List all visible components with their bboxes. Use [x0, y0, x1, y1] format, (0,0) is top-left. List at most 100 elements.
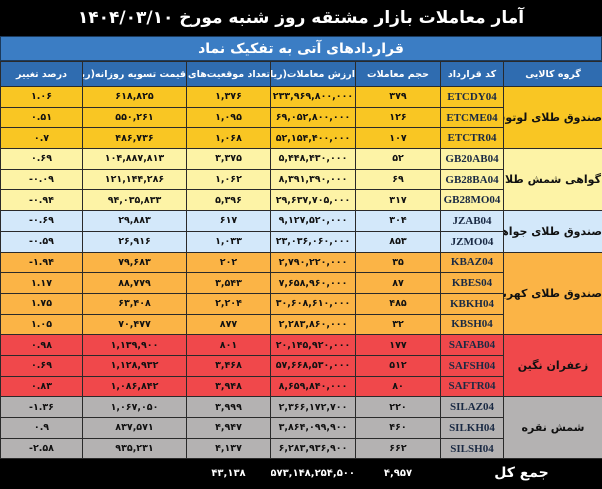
settlement-price-cell: ۱۲۱,۱۴۴,۲۸۶ — [82, 168, 187, 191]
group-name: صندوق طلای لوتوس — [503, 85, 602, 150]
contract-code: KBAZ04 — [440, 251, 504, 274]
value-cell: ۸,۶۵۹,۸۴۰,۰۰۰ — [270, 375, 356, 398]
settlement-price-cell: ۹۴,۰۳۵,۸۳۳ — [82, 189, 187, 212]
volume-cell: ۸۵۳ — [355, 230, 441, 253]
open-positions-cell: ۳,۹۴۸ — [186, 375, 271, 398]
open-positions-cell: ۱,۳۷۶ — [186, 86, 271, 108]
contract-code: ETCTR04 — [440, 127, 504, 150]
table-row: GB28MO04 ۳۱۷ ۲۹,۶۳۷,۷۰۵,۰۰۰ ۵,۳۹۶ ۹۴,۰۳۵,۸۳۳… — [0, 189, 602, 212]
open-positions-cell: ۳,۳۷۵ — [186, 148, 271, 170]
value-cell: ۳,۸۶۴,۰۹۹,۹۰۰ — [270, 417, 356, 439]
volume-cell: ۳۰۴ — [355, 210, 441, 232]
group-name: گواهی شمش طلا — [503, 148, 602, 212]
change-percent-cell: -۰.۵۹ — [0, 230, 83, 253]
settlement-price-cell: ۲۹,۸۸۳ — [82, 210, 187, 232]
settlement-price-cell: ۱,۰۸۶,۸۴۲ — [82, 375, 187, 398]
contract-code: SILSH04 — [440, 437, 504, 460]
group-name: صندوق طلای جواهر — [503, 210, 602, 253]
open-positions-cell: ۱,۰۶۲ — [186, 168, 271, 191]
table-subtitle: قراردادهای آتی به تفکیک نماد — [0, 36, 602, 61]
table-row: KBSH04 ۳۲ ۲,۲۸۳,۸۶۰,۰۰۰ ۸۷۷ ۷۰,۴۷۷ ۱.۰۵ — [0, 313, 602, 336]
value-cell: ۶,۲۸۳,۹۳۶,۹۰۰ — [270, 437, 356, 460]
open-positions-cell: ۴,۹۴۷ — [186, 417, 271, 439]
open-positions-cell: ۲۰۲ — [186, 251, 271, 274]
contract-code: GB20AB04 — [440, 148, 504, 170]
value-cell: ۲۳,۰۳۶,۰۶۰,۰۰۰ — [270, 230, 356, 253]
settlement-price-cell: ۱۰۴,۸۸۷,۸۱۳ — [82, 148, 187, 170]
table-row: KBES04 ۸۷ ۷,۶۵۸,۹۶۰,۰۰۰ ۳,۵۴۳ ۸۸,۷۷۹ ۱.۱۷ — [0, 272, 602, 294]
open-positions-cell: ۱,۰۶۸ — [186, 127, 271, 150]
open-positions-cell: ۳,۴۶۸ — [186, 354, 271, 377]
open-positions-cell: ۵,۳۹۶ — [186, 189, 271, 212]
contract-code: KBSH04 — [440, 313, 504, 336]
volume-cell: ۱۲۶ — [355, 106, 441, 129]
value-cell: ۷,۶۵۸,۹۶۰,۰۰۰ — [270, 272, 356, 294]
group-name: زعفران نگین — [503, 334, 602, 398]
change-percent-cell: -۰.۹۴ — [0, 189, 83, 212]
settlement-price-cell: ۷۹,۶۸۳ — [82, 251, 187, 274]
change-percent-cell: ۰.۹ — [0, 417, 83, 439]
change-percent-cell: -۱.۳۶ — [0, 396, 83, 418]
open-positions-cell: ۶۱۷ — [186, 210, 271, 232]
change-percent-cell: -۰.۰۹ — [0, 168, 83, 191]
change-percent-cell: -۰.۶۹ — [0, 210, 83, 232]
settlement-price-cell: ۷۰,۴۷۷ — [82, 313, 187, 336]
change-percent-cell: -۱.۹۴ — [0, 251, 83, 274]
table-row: SILKH04 ۴۶۰ ۳,۸۶۴,۰۹۹,۹۰۰ ۴,۹۴۷ ۸۳۷,۵۷۱ ۰.۹ — [0, 417, 602, 439]
total-empty — [0, 458, 83, 489]
settlement-price-cell: ۸۳۷,۵۷۱ — [82, 417, 187, 439]
change-percent-cell: ۰.۶۹ — [0, 148, 83, 170]
value-cell: ۲,۲۸۳,۸۶۰,۰۰۰ — [270, 313, 356, 336]
contract-code: JZAB04 — [440, 210, 504, 232]
table-row: صندوق طلای لوتوسETCDY04۳۷۹۲۳۳,۹۶۹,۸۰۰,۰۰… — [0, 85, 602, 150]
value-cell: ۶۹,۰۵۲,۸۰۰,۰۰۰ — [270, 106, 356, 129]
volume-cell: ۳۵ — [355, 251, 441, 274]
group-name: صندوق طلای کهربا — [503, 251, 602, 336]
settlement-price-cell: ۲۶,۹۱۶ — [82, 230, 187, 253]
contract-code: KBKH04 — [440, 292, 504, 315]
table-row: صندوق طلای جواهر JZAB04 ۳۰۴ ۹,۱۲۷,۵۲۰,۰۰۰ ۶۱… — [0, 210, 602, 253]
contract-code: GB28MO04 — [440, 189, 504, 212]
value-cell: ۵۷,۶۶۸,۵۳۰,۰۰۰ — [270, 354, 356, 377]
settlement-price-cell: ۶۳,۴۰۸ — [82, 292, 187, 315]
settlement-price-cell: ۶۱۸,۸۲۵ — [82, 86, 187, 108]
volume-cell: ۶۹ — [355, 168, 441, 191]
header-settlement-price: قیمت تسویه روزانه(ریال) — [82, 61, 187, 87]
table-row: صندوق طلای کهربا KBAZ04 ۳۵ ۲,۷۹۰,۲۲۰,۰۰۰ ۲۰۲… — [0, 251, 602, 336]
settlement-price-cell: ۴۸۶,۷۳۶ — [82, 127, 187, 150]
open-positions-cell: ۳,۵۴۳ — [186, 272, 271, 294]
settlement-price-cell: ۱,۱۳۹,۹۰۰ — [82, 334, 187, 356]
total-open-positions: ۴۳,۱۳۸ — [186, 458, 271, 489]
value-cell: ۳۰,۶۰۸,۶۱۰,۰۰۰ — [270, 292, 356, 315]
total-value: ۵۷۳,۱۴۸,۲۵۴,۵۰۰ — [270, 458, 356, 489]
total-empty — [82, 458, 187, 489]
header-value: ارزش معاملات(ریال) — [270, 61, 356, 87]
header-change-percent: درصد تغییر — [0, 61, 83, 87]
change-percent-cell: ۱.۱۷ — [0, 272, 83, 294]
header-volume: حجم معاملات — [355, 61, 441, 87]
table-row: JZMO04 ۸۵۳ ۲۳,۰۳۶,۰۶۰,۰۰۰ ۱,۰۳۳ ۲۶,۹۱۶ -۰.۵۹ — [0, 230, 602, 253]
table-row: شمش نقره SILAZ04 ۲۲۰ ۲,۳۶۶,۱۷۲,۷۰۰ ۳,۹۹۹ ۱,۰۶… — [0, 396, 602, 460]
header-group: گروه کالایی — [503, 61, 602, 87]
value-cell: ۲۰,۱۴۵,۹۲۰,۰۰۰ — [270, 334, 356, 356]
volume-cell: ۳۲ — [355, 313, 441, 336]
table-row: SAFSH04 ۵۱۲ ۵۷,۶۶۸,۵۳۰,۰۰۰ ۳,۴۶۸ ۱,۱۲۸,۹۳۲ ۰.… — [0, 354, 602, 377]
change-percent-cell: ۱.۷۵ — [0, 292, 83, 315]
header-row: گروه کالایی کد قرارداد حجم معاملات ارزش … — [0, 61, 602, 87]
value-cell: ۲۳۳,۹۶۹,۸۰۰,۰۰۰ — [270, 86, 356, 108]
volume-cell: ۸۷ — [355, 272, 441, 294]
header-open-positions: تعداد موقعیت‌های باز — [186, 61, 271, 87]
value-cell: ۲,۷۹۰,۲۲۰,۰۰۰ — [270, 251, 356, 274]
volume-cell: ۶۶۲ — [355, 437, 441, 460]
change-percent-cell: ۱.۰۵ — [0, 313, 83, 336]
change-percent-cell: ۰.۵۱ — [0, 106, 83, 129]
open-positions-cell: ۱,۰۹۵ — [186, 106, 271, 129]
contract-code: KBES04 — [440, 272, 504, 294]
value-cell: ۵,۴۴۸,۴۳۰,۰۰۰ — [270, 148, 356, 170]
group-name: شمش نقره — [503, 396, 602, 460]
header-code: کد قرارداد — [440, 61, 504, 87]
total-label: جمع کل — [440, 458, 602, 489]
open-positions-cell: ۴,۱۳۷ — [186, 437, 271, 460]
contract-code: SAFAB04 — [440, 334, 504, 356]
contract-code: GB28BA04 — [440, 168, 504, 191]
